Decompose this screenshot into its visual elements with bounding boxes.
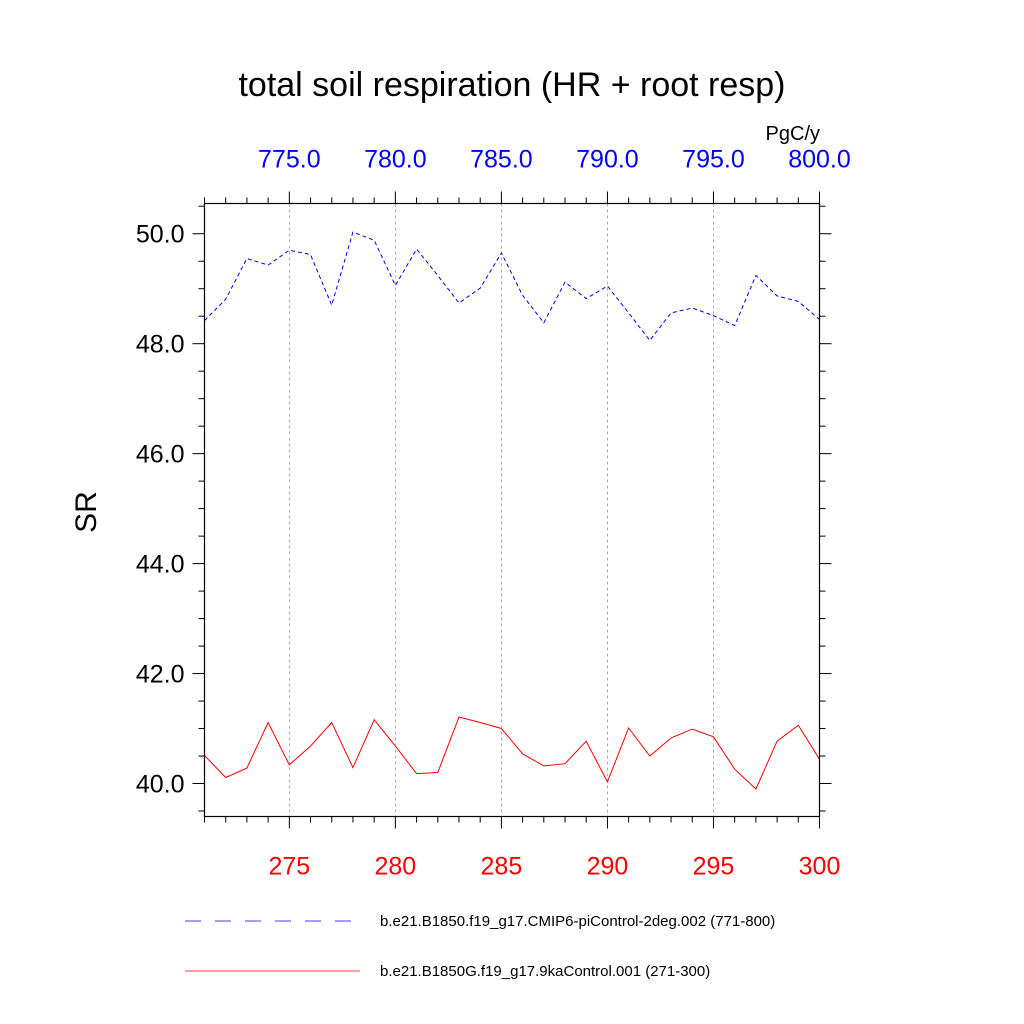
series-layer: [204, 231, 820, 790]
x-bottom-tick-label: 300: [799, 853, 841, 881]
y-tick-label: 50.0: [136, 221, 185, 249]
axis-layer: 40.0 42.0 44.0 46.0 48.0 50.0 275 280 285 290 295 3…: [136, 146, 851, 881]
grid-layer: [288, 203, 714, 817]
units-label: PgC/y: [766, 123, 820, 145]
x-top-tick-label: 790.0: [576, 146, 639, 174]
legend-label-series-1: b.e21.B1850.f19_g17.CMIP6-piControl-2deg…: [380, 913, 775, 930]
x-top-tick-label: 780.0: [364, 146, 427, 174]
y-tick-label: 42.0: [136, 661, 185, 689]
legend-label-series-2: b.e21.B1850G.f19_g17.9kaControl.001 (271…: [380, 963, 710, 980]
x-bottom-tick-label: 275: [268, 853, 310, 881]
x-bottom-tick-label: 295: [693, 853, 735, 881]
x-bottom-tick-label: 290: [587, 853, 629, 881]
chart-title: total soil respiration (HR + root resp): [238, 66, 785, 104]
x-top-tick-label: 795.0: [682, 146, 745, 174]
y-axis-label: SR: [70, 491, 103, 533]
y-tick-label: 46.0: [136, 441, 185, 469]
x-top-tick-label: 785.0: [470, 146, 533, 174]
plot-frame: [203, 202, 821, 818]
y-tick-label: 48.0: [136, 331, 185, 359]
x-bottom-tick-label: 285: [481, 853, 523, 881]
series-line-2: [204, 716, 820, 790]
y-tick-label: 44.0: [136, 551, 185, 579]
series-line-1: [204, 231, 820, 342]
y-tick-label: 40.0: [136, 771, 185, 799]
legend: b.e21.B1850.f19_g17.CMIP6-piControl-2deg…: [185, 913, 775, 980]
x-top-tick-label: 775.0: [258, 146, 321, 174]
x-bottom-tick-label: 280: [375, 853, 417, 881]
x-top-tick-label: 800.0: [788, 146, 851, 174]
